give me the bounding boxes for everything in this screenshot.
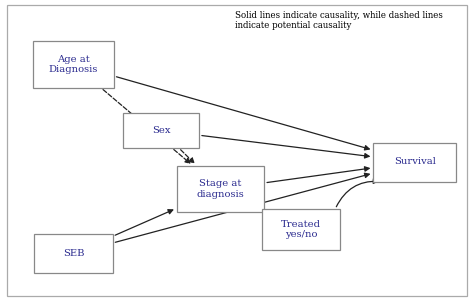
FancyBboxPatch shape — [262, 209, 340, 250]
Text: Sex: Sex — [152, 126, 171, 135]
Text: Survival: Survival — [394, 158, 436, 166]
Text: SEB: SEB — [63, 249, 84, 258]
FancyBboxPatch shape — [33, 41, 114, 88]
FancyBboxPatch shape — [373, 142, 456, 182]
FancyBboxPatch shape — [176, 166, 264, 212]
Text: Stage at
diagnosis: Stage at diagnosis — [197, 179, 244, 199]
Text: Age at
Diagnosis: Age at Diagnosis — [49, 55, 98, 74]
FancyBboxPatch shape — [34, 234, 112, 273]
Text: Treated
yes/no: Treated yes/no — [281, 220, 321, 239]
FancyBboxPatch shape — [123, 113, 199, 148]
Text: Solid lines indicate causality, while dashed lines
indicate potential causality: Solid lines indicate causality, while da… — [235, 11, 443, 30]
